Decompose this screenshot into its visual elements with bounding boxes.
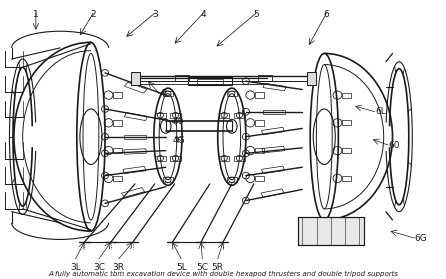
Bar: [261, 189, 284, 197]
Text: 4L: 4L: [159, 89, 170, 98]
Bar: [255, 175, 264, 181]
Bar: [113, 175, 122, 181]
Bar: [219, 156, 229, 161]
Text: 3C: 3C: [93, 263, 105, 272]
Bar: [261, 166, 285, 174]
Text: 5: 5: [253, 10, 259, 20]
Text: 2: 2: [90, 10, 96, 20]
Bar: [342, 93, 351, 98]
Bar: [123, 166, 146, 174]
Bar: [124, 112, 148, 121]
Bar: [131, 72, 140, 85]
Bar: [258, 75, 273, 81]
Bar: [262, 146, 285, 153]
Bar: [163, 91, 173, 96]
Bar: [219, 113, 229, 118]
Text: 4G: 4G: [172, 136, 185, 145]
Text: 3L: 3L: [70, 263, 81, 272]
Text: 6G: 6G: [414, 234, 427, 242]
Bar: [234, 156, 245, 161]
Bar: [307, 72, 316, 85]
Bar: [263, 110, 285, 114]
Bar: [113, 148, 122, 153]
Bar: [342, 176, 351, 181]
Text: 5L: 5L: [176, 263, 186, 272]
Polygon shape: [298, 217, 364, 245]
Text: 40: 40: [172, 117, 184, 126]
Bar: [188, 77, 232, 85]
Bar: [124, 82, 147, 93]
Text: 4: 4: [200, 10, 206, 20]
Bar: [234, 113, 245, 118]
Text: 60: 60: [388, 141, 400, 150]
Bar: [197, 79, 223, 84]
Text: A fully automatic tbm excavation device with double hexapod thrusters and double: A fully automatic tbm excavation device …: [48, 271, 398, 277]
Text: 5R: 5R: [212, 263, 224, 272]
Bar: [163, 177, 173, 182]
Bar: [124, 149, 146, 154]
Bar: [227, 91, 237, 96]
Bar: [342, 120, 351, 125]
Text: 3: 3: [152, 10, 157, 20]
Bar: [255, 92, 264, 98]
Bar: [263, 83, 286, 91]
Bar: [113, 120, 122, 126]
Bar: [170, 113, 181, 118]
Text: 6L: 6L: [375, 107, 386, 116]
Bar: [255, 120, 264, 126]
Bar: [261, 127, 285, 135]
Bar: [124, 134, 146, 139]
Text: 3R: 3R: [113, 263, 125, 272]
Bar: [113, 92, 122, 98]
Bar: [255, 148, 264, 153]
Text: 6: 6: [324, 10, 329, 20]
Text: 1: 1: [33, 10, 39, 20]
Text: 5C: 5C: [196, 263, 208, 272]
Bar: [122, 188, 145, 197]
Bar: [170, 156, 181, 161]
Bar: [174, 75, 189, 81]
Bar: [227, 177, 237, 182]
Bar: [155, 113, 165, 118]
Bar: [155, 156, 165, 161]
Bar: [342, 148, 351, 153]
